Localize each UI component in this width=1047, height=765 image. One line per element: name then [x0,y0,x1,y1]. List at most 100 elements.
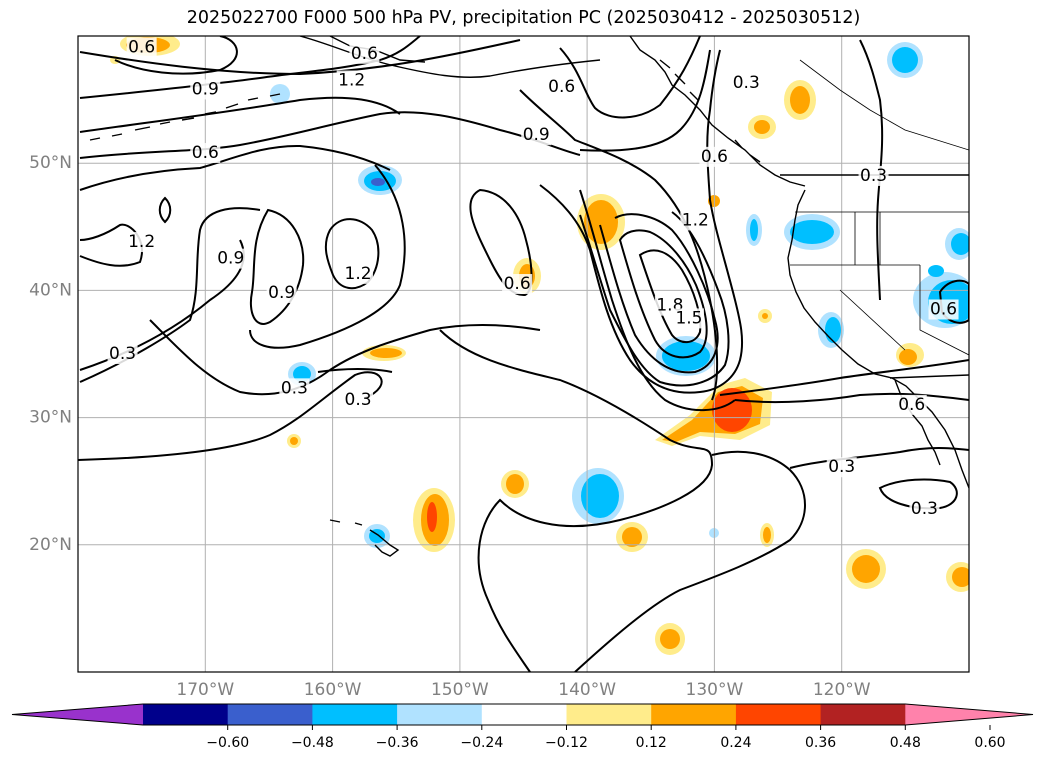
lat-tick-label: 30°N [29,408,72,428]
pv-contour-label: 0.6 [128,37,155,57]
colorbar-tick-label: 0.48 [890,735,921,751]
colorbar-segment [481,704,567,725]
colorbar-segment [227,704,313,725]
colorbar-segment [820,704,906,725]
colorbar-tick-label: −0.60 [206,735,249,751]
pv-label-background [349,43,380,64]
alaska-coast [299,36,601,78]
pv-label-background [546,76,577,97]
coastlines [89,36,969,557]
pv-contour-label: 0.6 [548,77,575,97]
pv-label-background [928,299,959,320]
lat-tick-label: 50°N [29,153,72,173]
pv-contour-label: 0.9 [268,283,295,303]
pv-contour-label: 0.3 [733,73,760,93]
colorbar-tick-label: 0.24 [720,735,751,751]
precip-blob [790,220,834,244]
pv-label-background [190,79,221,100]
pv-contour-label: 0.6 [930,299,957,319]
pv-contour-label: 1.2 [128,232,155,252]
colorbar-tick-label: −0.24 [460,735,503,751]
pv-label-background [279,378,310,399]
pv-label-background [896,394,927,415]
pv-contour [618,229,708,359]
precip-blob [825,317,841,343]
precip-blob [762,313,768,319]
hawaii-islands [329,519,400,557]
pv-contour-label: 0.6 [701,147,728,167]
colorbar-tick-label: 0.36 [805,735,836,751]
precip-blob [290,437,298,445]
precip-blob [370,348,402,358]
pv-contour [599,213,719,374]
precip-blob [660,629,680,649]
pv-contour [79,144,391,191]
pv-contour [579,211,730,387]
pv-contour [78,371,383,461]
pv-contour [114,36,238,75]
colorbar-segment [143,704,229,725]
precip-blob [371,178,385,186]
pv-contour-label: 0.3 [860,166,887,186]
pv-contour [439,329,714,672]
precip-blob [293,366,311,382]
pv-contour [734,392,969,404]
precip-blob [662,341,710,371]
pv-contours [78,36,969,672]
pv-contour [519,89,719,401]
pv-contour-label: 0.3 [828,457,855,477]
pv-contour-label: 1.2 [682,210,709,230]
colorbar-segment [735,704,822,725]
pv-label-background [190,143,221,164]
pv-contour-label: 0.3 [911,499,938,519]
colorbar-tick-label: −0.48 [291,735,334,751]
pv-label-background [731,73,762,94]
pv-contour-label: 1.2 [338,71,365,91]
lon-tick-label: 170°W [176,680,234,700]
pv-contour [79,207,261,383]
precip-blob [952,567,969,587]
pv-contour [249,164,406,349]
colorbar-tick-label: 0.12 [636,735,667,751]
precip-blob [754,120,770,134]
pv-label-background [107,344,138,364]
pv-contour [79,39,521,76]
pv-label-background [699,146,730,167]
lat-tick-label: 20°N [29,535,72,555]
colorbar-tick-label: 0.60 [974,735,1005,751]
pv-contour [719,359,969,396]
us-west-coast [787,189,969,489]
pv-contour [579,49,711,152]
bc-islands [659,59,761,163]
pv-contour-label: 0.6 [351,44,378,64]
precip-blob [928,265,944,277]
precip-blob [852,555,880,583]
lat-tick-label: 40°N [29,280,72,300]
pv-label-background [266,282,297,303]
pv-label-background [909,499,940,520]
pv-label-background [343,263,374,284]
pv-contour [158,196,172,224]
pv-label-background [673,308,704,329]
colorbar: −0.60 −0.48 −0.36 −0.24 −0.12 0.12 0.24 0.36 0.4… [11,703,1034,751]
colorbar-tick-label: −0.36 [376,735,419,751]
pv-contour [878,478,958,510]
pv-label-background [826,457,857,478]
pv-contour-label: 0.6 [192,143,219,163]
precip-blob [427,502,437,532]
precip-blob [750,219,758,241]
colorbar-under-arrow [12,704,143,725]
precip-blob [581,474,619,518]
map-title: 2025022700 F000 500 hPa PV, precipitatio… [186,8,861,28]
pv-label-background [126,232,157,253]
pv-contour-label: 0.6 [504,274,531,294]
colorbar-tick-label: −0.12 [545,735,588,751]
precip-blob [790,86,810,114]
pv-contour-label: 0.3 [281,378,308,398]
bc-coast [629,36,806,187]
pv-label-background [502,274,533,295]
pv-contour [79,36,421,99]
colorbar-segment [651,704,737,725]
lon-tick-label: 140°W [558,680,616,700]
pv-label-background [126,37,157,58]
